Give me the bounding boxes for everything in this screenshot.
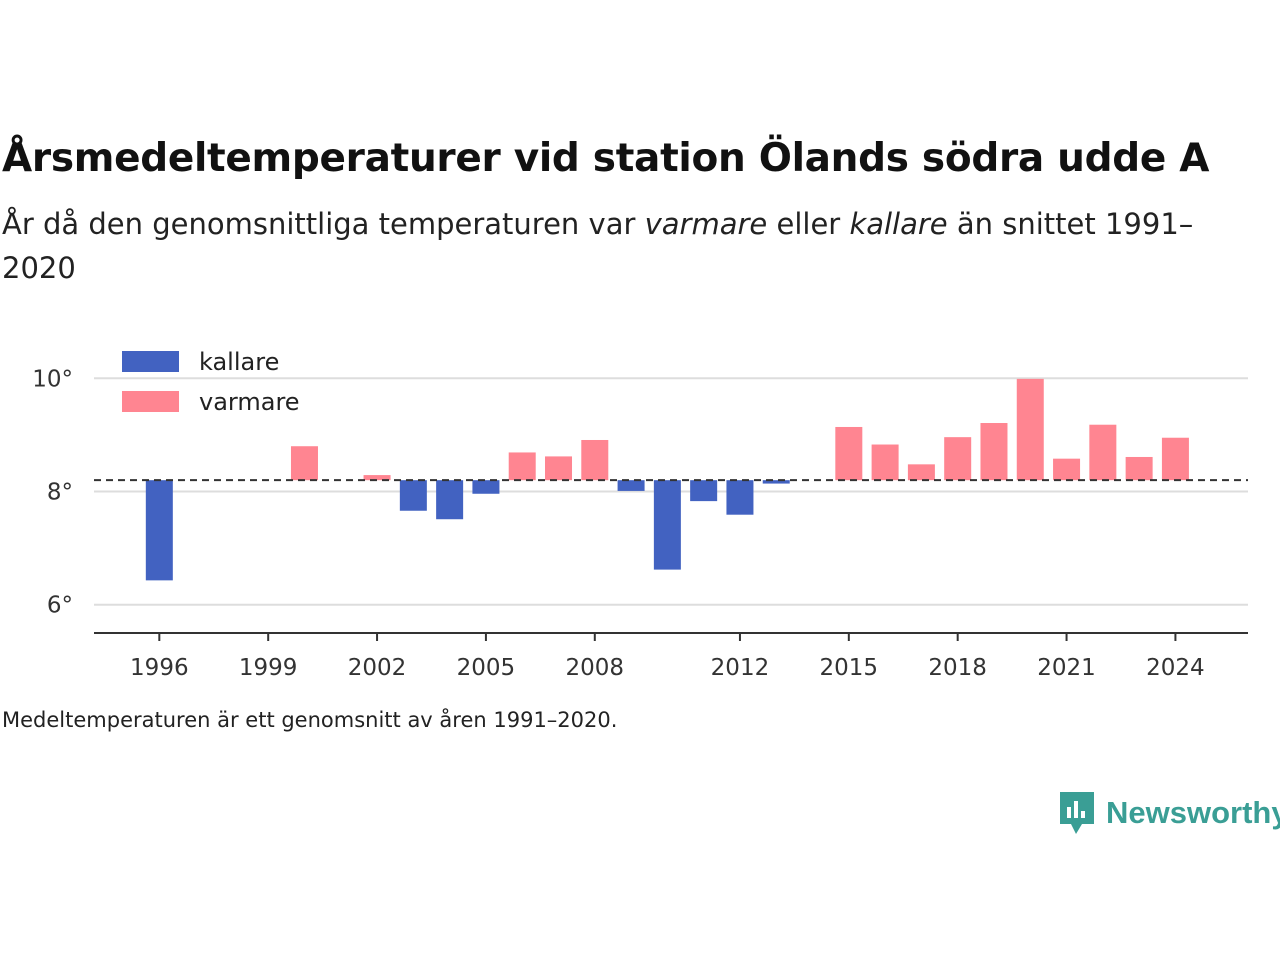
bar-2010 [653,480,681,570]
legend: kallare varmare [122,348,300,416]
bar-2017 [907,464,935,481]
bar-2011 [690,480,718,502]
y-tick-label: 6° [47,593,73,619]
subtitle-warmer-word: varmare [644,207,768,241]
x-tick-label: 2021 [1037,655,1096,681]
bars [145,378,1189,581]
x-tick-label: 2005 [457,655,516,681]
bar-2016 [871,444,899,481]
x-tick-label: 2018 [928,655,987,681]
subtitle-part2: eller [767,207,850,241]
bar-2013 [762,480,790,484]
y-tick-label: 10° [32,366,73,392]
bar-2000 [290,446,318,481]
bar-1996 [145,480,173,581]
subtitle-part3: än snittet 1991–2020 [2,207,1194,285]
axes: 6° 8° 10° 1996 1999 2002 2005 2008 2012 2015 2018 2… [32,366,1248,681]
x-tick-label: 1999 [239,655,298,681]
chart-title: Årsmedeltemperaturer vid station Ölands … [2,136,1210,181]
subtitle-part1: År då den genomsnittliga temperaturen va… [2,207,645,241]
subtitle-colder-word: kallare [849,207,948,241]
bar-2004 [436,480,464,520]
brand: Newsworthy [1058,790,1280,836]
bar-2022 [1089,424,1117,481]
footnote: Medeltemperaturen är ett genomsnitt av å… [2,708,618,732]
chart-subtitle: År då den genomsnittliga temperaturen va… [2,202,1202,290]
bar-2018 [944,437,972,481]
bar-2024 [1161,437,1189,481]
bar-2007 [545,456,573,481]
x-tick-label: 2012 [711,655,770,681]
bar-2002 [363,475,391,481]
bar-2009 [617,480,645,491]
x-tick-label: 2015 [820,655,879,681]
y-tick-label: 8° [47,480,73,506]
x-tick-label: 1996 [130,655,189,681]
x-tick-label: 2002 [348,655,407,681]
brand-name: Newsworthy [1106,795,1280,830]
bar-chart: 6° 8° 10° 1996 1999 2002 2005 2008 2012 2015 2018 2… [32,348,1248,681]
bar-2005 [472,480,500,494]
bar-2019 [980,423,1008,481]
bar-2006 [508,452,536,481]
legend-label-colder: kallare [199,348,279,376]
bar-2003 [399,480,427,511]
newsworthy-logo-icon [1060,792,1094,834]
bar-2021 [1053,458,1081,481]
bar-2023 [1125,456,1153,481]
legend-label-warmer: varmare [199,388,300,416]
legend-swatch-colder [122,351,179,372]
legend-swatch-warmer [122,391,179,412]
bar-2020 [1016,378,1044,481]
bar-2008 [581,439,609,481]
bar-2015 [835,426,863,481]
bar-2012 [726,480,754,515]
x-tick-label: 2024 [1146,655,1205,681]
x-tick-label: 2008 [566,655,625,681]
